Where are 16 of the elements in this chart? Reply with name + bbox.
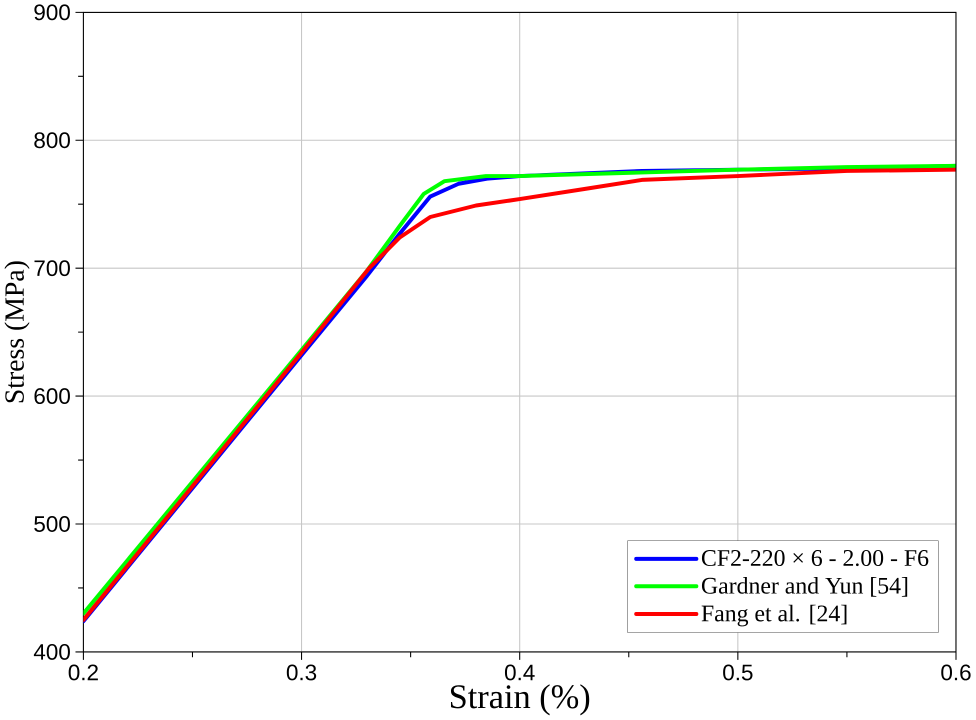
legend-label: CF2-220 × 6 - 2.00 - F6 bbox=[702, 550, 928, 566]
y-tick-label: 800 bbox=[34, 132, 70, 148]
y-tick-label: 500 bbox=[34, 516, 70, 532]
y-tick-label: 700 bbox=[34, 260, 70, 276]
x-tick-label: 0.3 bbox=[286, 664, 316, 681]
y-tick-label: 600 bbox=[34, 388, 70, 404]
y-tick-label: 400 bbox=[34, 644, 70, 660]
x-tick-label: 0.6 bbox=[941, 664, 971, 681]
y-axis-title: Stress (MPa) bbox=[4, 261, 30, 402]
x-tick-label: 0.5 bbox=[723, 664, 753, 681]
x-axis-title: Strain (%) bbox=[450, 684, 590, 716]
x-tick-label: 0.2 bbox=[68, 664, 98, 681]
legend-label: Gardner and Yun [54] bbox=[702, 577, 908, 597]
y-tick-label: 900 bbox=[34, 4, 70, 20]
legend-label: Fang et al. [24] bbox=[702, 604, 846, 626]
x-tick-label: 0.4 bbox=[504, 664, 535, 681]
